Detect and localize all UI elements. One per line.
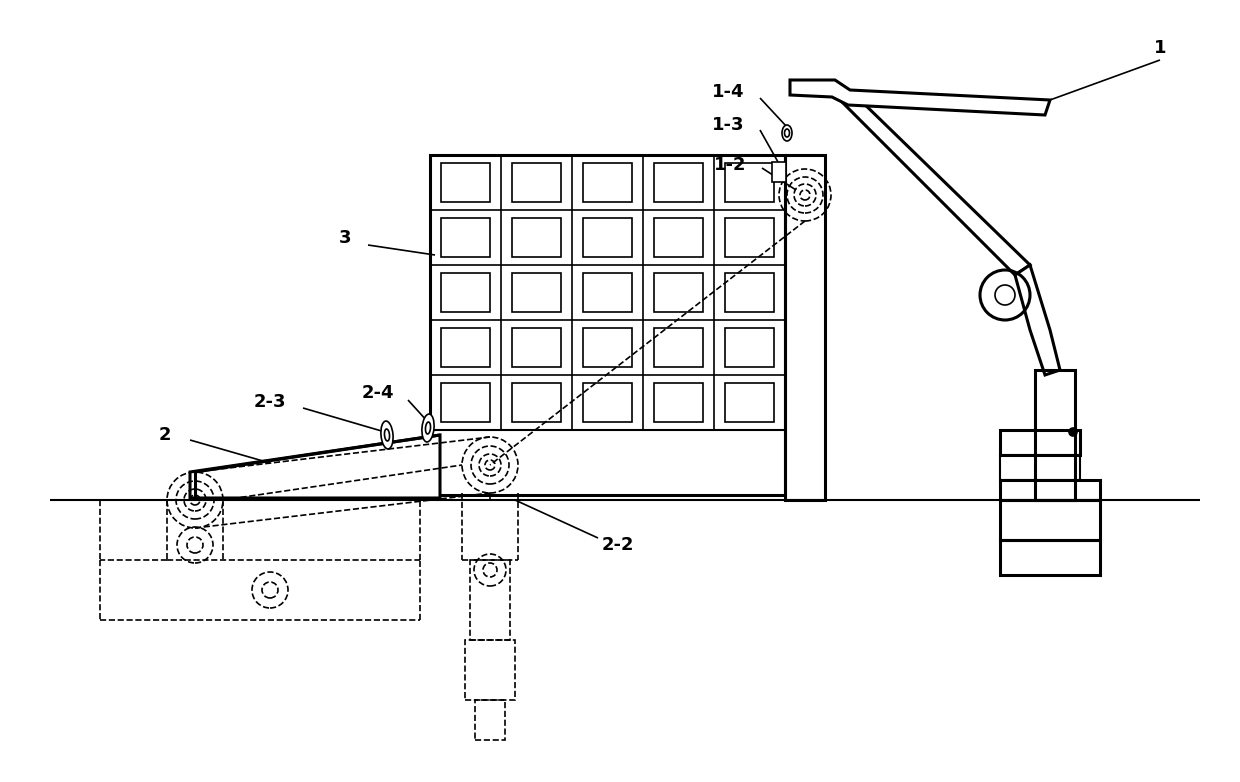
Text: 2-3: 2-3 [254,393,286,411]
Bar [475,700,505,740]
Bar [653,273,703,312]
Text: 1: 1 [1153,39,1167,57]
Text: 1-3: 1-3 [712,116,744,134]
Bar [512,163,562,202]
Polygon shape [835,95,1030,275]
Bar [999,455,1080,480]
Bar [440,273,490,312]
Ellipse shape [422,414,434,442]
Bar [512,273,562,312]
Bar [583,273,632,312]
Bar [999,500,1100,540]
Bar [724,383,774,421]
Bar [785,155,825,500]
Bar [512,218,562,256]
Polygon shape [190,435,440,498]
Bar [999,430,1080,455]
Ellipse shape [381,421,393,449]
Bar [653,328,703,367]
Bar [999,480,1100,500]
Bar [1035,370,1075,500]
Ellipse shape [425,422,430,434]
Bar [999,540,1100,575]
Text: 3: 3 [339,229,351,247]
Bar [470,560,510,640]
Bar [512,383,562,421]
Text: 2: 2 [159,426,171,444]
Bar [773,162,786,182]
Bar [583,383,632,421]
Bar [430,155,785,495]
Circle shape [1069,428,1078,436]
Bar [583,218,632,256]
Bar [653,163,703,202]
Bar [440,218,490,256]
Ellipse shape [782,125,792,141]
Bar [724,218,774,256]
Bar [440,328,490,367]
Polygon shape [1016,265,1060,375]
Ellipse shape [785,129,790,137]
Text: 1-2: 1-2 [714,156,746,174]
Bar [653,383,703,421]
Text: 2-2: 2-2 [601,536,634,554]
Bar [583,163,632,202]
Bar [440,163,490,202]
Ellipse shape [384,429,389,441]
Bar [465,640,515,700]
Text: 1-4: 1-4 [712,83,744,101]
Polygon shape [790,80,1050,115]
Bar [724,273,774,312]
Text: 2-4: 2-4 [362,384,394,402]
Bar [512,328,562,367]
Bar [724,163,774,202]
Bar [583,328,632,367]
Bar [653,218,703,256]
Bar [724,328,774,367]
Bar [440,383,490,421]
